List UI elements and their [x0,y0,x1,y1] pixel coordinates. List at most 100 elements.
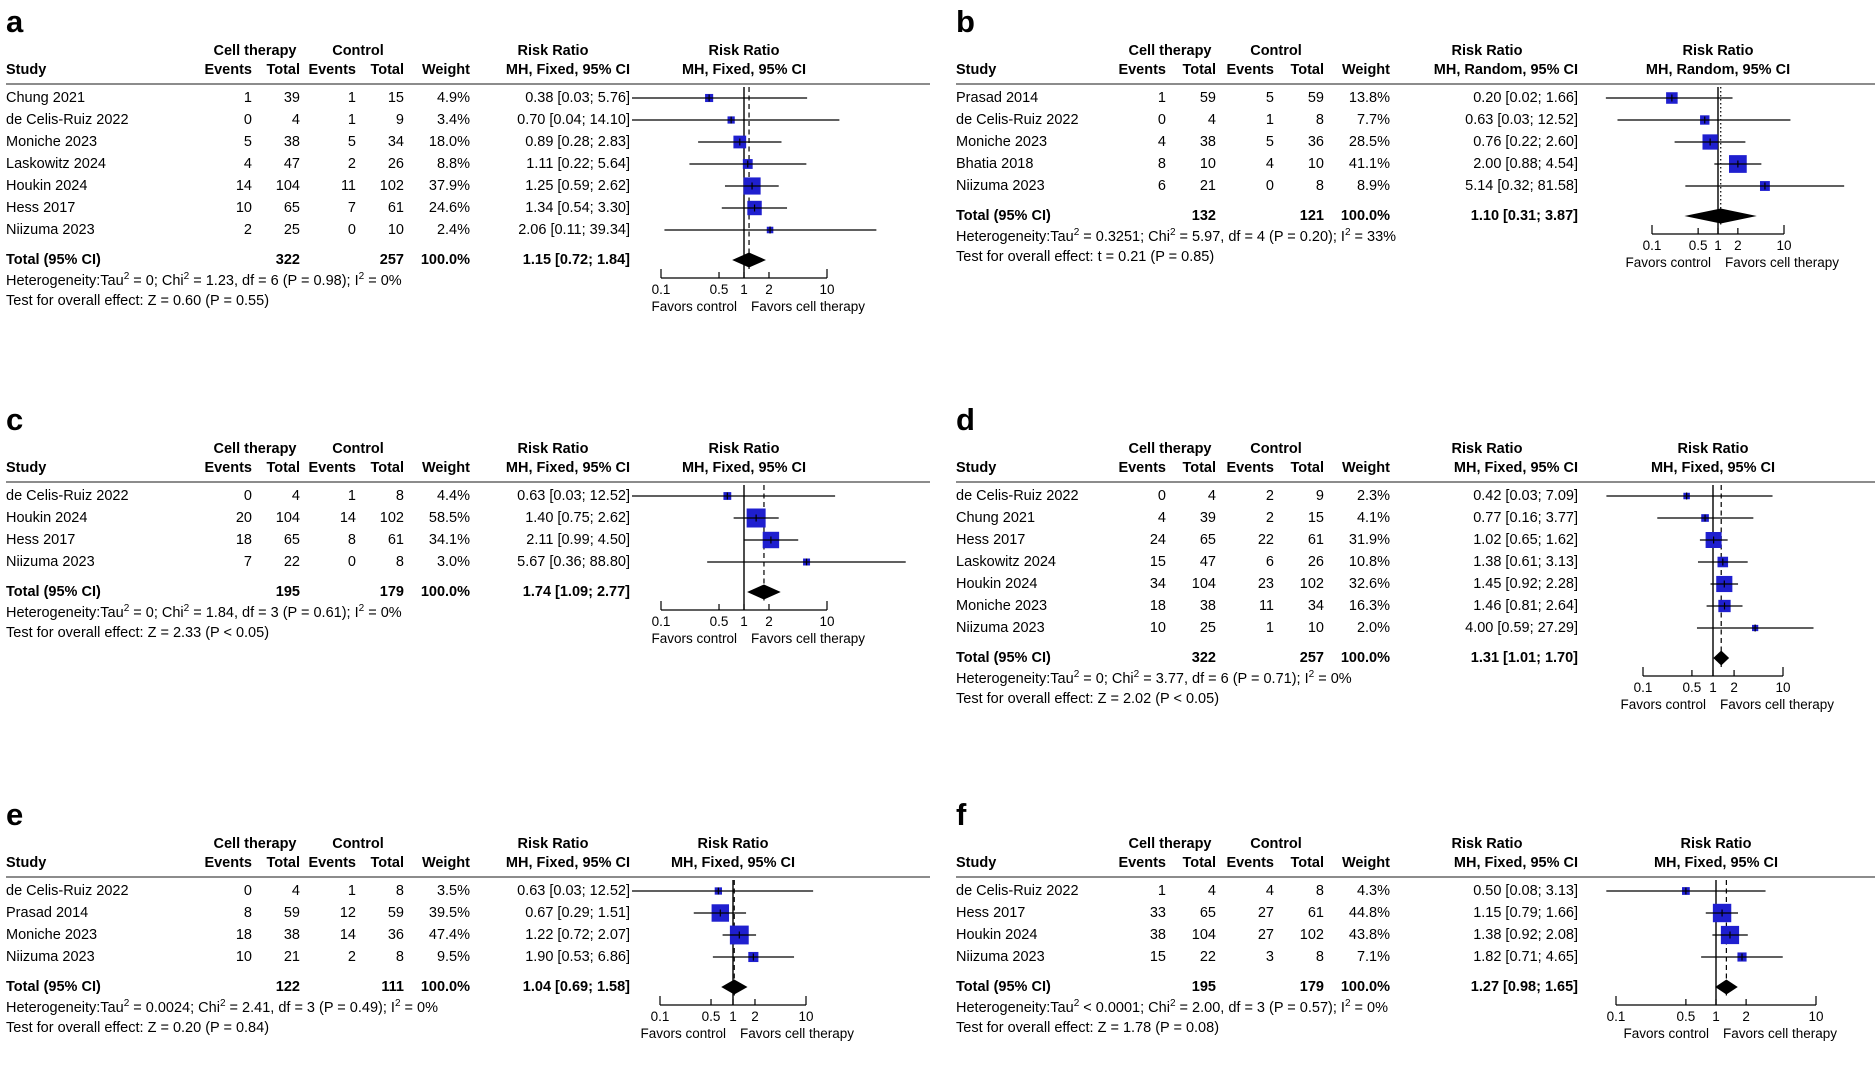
total-control-n: 179 [379,584,404,600]
axis-tick-label: 0.1 [1607,1009,1626,1024]
total-label: Total (95% CI) [956,208,1051,224]
events-treatment: 8 [1157,156,1166,172]
weight-value: 31.9% [1348,532,1390,548]
total-treatment: 47 [283,156,300,172]
total-treatment: 21 [1199,178,1216,194]
total-control: 26 [387,156,404,172]
study-name: de Celis-Ruiz 2022 [6,112,129,128]
events-column-header: Events [1226,460,1274,476]
total-control: 9 [1315,488,1324,504]
study-name: Moniche 2023 [956,134,1048,150]
study-row: Niizuma 2023 6 21 0 8 8.9% 5.14 [0.32; 81.58] [956,175,1578,197]
risk-ratio-ci-value: 0.50 [0.08; 3.13] [1473,883,1578,899]
total-control: 61 [1307,532,1324,548]
total-control: 10 [387,222,404,238]
group-header-control: Control [332,441,384,457]
total-treatment: 10 [1199,156,1216,172]
study-row: Hess 2017 24 65 22 61 31.9% 1.02 [0.65; 1.62] [956,529,1578,551]
plot-header-model: MH, Fixed, 95% CI [670,855,796,871]
axis-tick-label: 10 [1775,680,1790,695]
axis-tick-label: 1 [740,614,748,629]
study-row: de Celis-Ruiz 2022 0 4 1 8 3.5% 0.63 [0.03; 12… [6,880,630,902]
study-row: Moniche 2023 5 38 5 34 18.0% 0.89 [0.28; 2.83] [6,131,630,153]
study-row: Hess 2017 18 65 8 61 34.1% 2.11 [0.99; 4.50] [6,529,630,551]
weight-value: 24.6% [428,200,470,216]
events-column-header: Events [1118,62,1166,78]
total-treatment: 104 [1191,927,1216,943]
rr-column-group-header: Risk Ratio [517,441,589,457]
events-control: 27 [1257,927,1274,943]
group-header-control: Control [332,836,384,852]
table-header: Cell therapy Control Risk Ratio Study Events… [6,440,930,478]
events-control: 11 [1258,598,1274,614]
group-header-cell-therapy: Cell therapy [1128,836,1212,852]
favors-control-label: Favors control [651,299,737,314]
total-treatment: 4 [1207,112,1216,128]
study-row: Moniche 2023 18 38 14 36 47.4% 1.22 [0.72; 2.0… [6,924,630,946]
spacer [6,573,630,581]
events-control: 5 [1265,134,1274,150]
total-control: 61 [1307,905,1324,921]
study-name: Niizuma 2023 [6,949,95,965]
weight-value: 28.5% [1348,134,1390,150]
axis-tick-label: 0.5 [1677,1009,1696,1024]
events-control: 3 [1265,949,1274,965]
study-column-header: Study [956,855,997,871]
events-control: 0 [347,222,356,238]
risk-ratio-ci-value: 1.15 [0.79; 1.66] [1473,905,1578,921]
weight-value: 4.1% [1356,510,1390,526]
total-column-header: Total [370,855,404,871]
study-name: Houkin 2024 [956,576,1038,592]
risk-ratio-ci-value: 0.76 [0.22; 2.60] [1473,134,1578,150]
total-treatment: 39 [1199,510,1216,526]
weight-value: 4.3% [1356,883,1390,899]
total-treatment: 38 [1199,134,1216,150]
column-header-row: Study Events Total Events Total Weight MH, Fix… [956,459,1578,478]
events-treatment: 34 [1149,576,1166,592]
study-row: de Celis-Ruiz 2022 0 4 1 8 7.7% 0.63 [0.03; 12… [956,109,1578,131]
total-column-header: Total [1182,855,1216,871]
events-treatment: 18 [235,927,252,943]
axis-tick-label: 0.1 [1634,680,1653,695]
study-name: Houkin 2024 [6,178,88,194]
axis-tick-label: 2 [1734,238,1742,253]
group-header-row: Cell therapy Control Risk Ratio [6,440,630,459]
weight-value: 8.9% [1356,178,1390,194]
plot-header-model: MH, Fixed, 95% CI [1650,460,1776,476]
events-treatment: 10 [235,200,252,216]
total-weight: 100.0% [1340,208,1390,224]
events-control: 1 [347,488,356,504]
study-name: de Celis-Ruiz 2022 [956,112,1079,128]
rr-column-group-header: Risk Ratio [517,836,589,852]
rr-column-group-header: Risk Ratio [1451,441,1523,457]
weight-value: 10.8% [1348,554,1390,570]
heterogeneity-text: Heterogeneity:Tau2 < 0.0001; Chi2 = 2.00… [956,998,1388,1016]
total-column-header: Total [370,62,404,78]
total-row: Total (95% CI) 195 179 100.0% 1.74 [1.09; 2.… [6,581,630,603]
group-header-row: Cell therapy Control Risk Ratio [6,835,630,854]
events-control: 23 [1257,576,1274,592]
total-control: 102 [1299,576,1324,592]
rr-column-group-header: Risk Ratio [1451,43,1523,59]
overall-test-text: Test for overall effect: Z = 2.02 (P < 0… [956,691,1220,707]
forest-plot-a: 0.1 0.5 1 2 10 Favors control Favors cell ther… [632,87,877,314]
events-treatment: 33 [1149,905,1166,921]
total-control: 9 [395,112,404,128]
study-row: Prasad 2014 8 59 12 59 39.5% 0.67 [0.29; 1.51] [6,902,630,924]
weight-column-header: Weight [1341,460,1390,476]
events-control: 6 [1265,554,1274,570]
total-treatment: 4 [291,488,300,504]
overall-test-text: Test for overall effect: Z = 1.78 (P = 0… [956,1020,1220,1036]
events-control: 22 [1257,532,1274,548]
axis-tick-label: 2 [1730,680,1738,695]
weight-value: 41.1% [1348,156,1390,172]
events-control: 14 [339,927,356,943]
weight-column-header: Weight [421,460,470,476]
events-control: 4 [1265,883,1274,899]
events-column-header: Events [1226,62,1274,78]
forest-panel-d: d Cell therapy Control Risk Ratio Study Event… [956,403,1875,712]
rr-column-group-header: Risk Ratio [1451,836,1523,852]
favors-cell-therapy-label: Favors cell therapy [1725,255,1839,270]
risk-ratio-ci-value: 0.63 [0.03; 12.52] [1465,112,1578,128]
study-row: Hess 2017 10 65 7 61 24.6% 1.34 [0.54; 3.30] [6,197,630,219]
